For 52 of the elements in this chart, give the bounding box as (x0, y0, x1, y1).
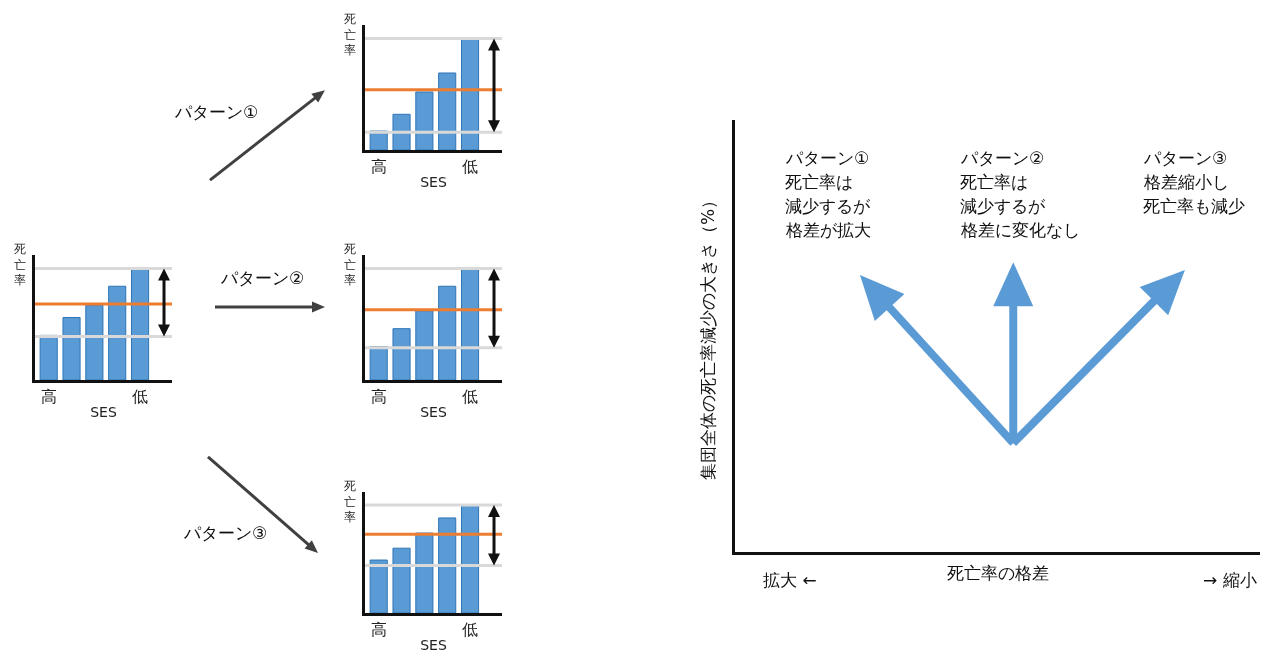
y-axis-title: 死亡率 (344, 12, 356, 58)
bar (108, 285, 127, 380)
x-axis-title: SES (420, 636, 447, 653)
bar (460, 267, 480, 380)
bar (438, 285, 457, 380)
text: → 縮小 (1203, 570, 1257, 590)
text: 減少するが (785, 196, 871, 216)
y-axis-title: 死亡率 (14, 242, 26, 288)
y-axis-title: 死亡率 (344, 479, 356, 525)
text: パターン① (174, 102, 259, 122)
text: 減少するが (960, 196, 1046, 216)
bar (415, 310, 434, 380)
bar (62, 317, 81, 380)
x-tick-label: 低 (462, 620, 479, 640)
bar (415, 532, 434, 613)
text: パターン② (220, 268, 305, 288)
bar (438, 517, 457, 613)
x-tick-label: 高 (370, 387, 387, 407)
text: パターン③ (183, 523, 268, 543)
bar (130, 267, 150, 380)
text: 死亡率は (785, 172, 853, 192)
text: 拡大 ← (763, 570, 817, 590)
x-tick-label: 高 (370, 157, 387, 177)
bar (369, 346, 388, 380)
bar (369, 559, 388, 613)
text: 格差に変化なし (960, 220, 1080, 240)
text: パターン② (960, 148, 1045, 168)
bar (392, 547, 411, 613)
x-tick-label: 高 (40, 387, 57, 407)
text: パターン① (785, 148, 870, 168)
x-tick-label: 低 (462, 387, 479, 407)
x-tick-label: 低 (132, 387, 149, 407)
x-axis-title: SES (90, 403, 117, 420)
text: 死亡率の格差 (946, 563, 1049, 584)
text: 死亡率も減少 (1143, 196, 1245, 216)
bar (85, 304, 104, 380)
bar (460, 37, 480, 150)
y-axis-title: 死亡率 (344, 242, 356, 288)
x-axis-title: SES (420, 403, 447, 420)
text: 格差縮小し (1143, 172, 1229, 192)
text: 集団全体の死亡率減少の大きさ（%） (697, 191, 718, 481)
bar (460, 504, 480, 613)
x-tick-label: 高 (370, 620, 387, 640)
bar (392, 113, 411, 150)
text: 格差が拡大 (785, 220, 871, 240)
bar (415, 91, 434, 150)
bar (392, 328, 411, 380)
text: 死亡率は (960, 172, 1028, 192)
bar (438, 72, 457, 150)
x-tick-label: 低 (462, 157, 479, 177)
text: パターン③ (1143, 148, 1228, 168)
x-axis-title: SES (420, 173, 447, 190)
